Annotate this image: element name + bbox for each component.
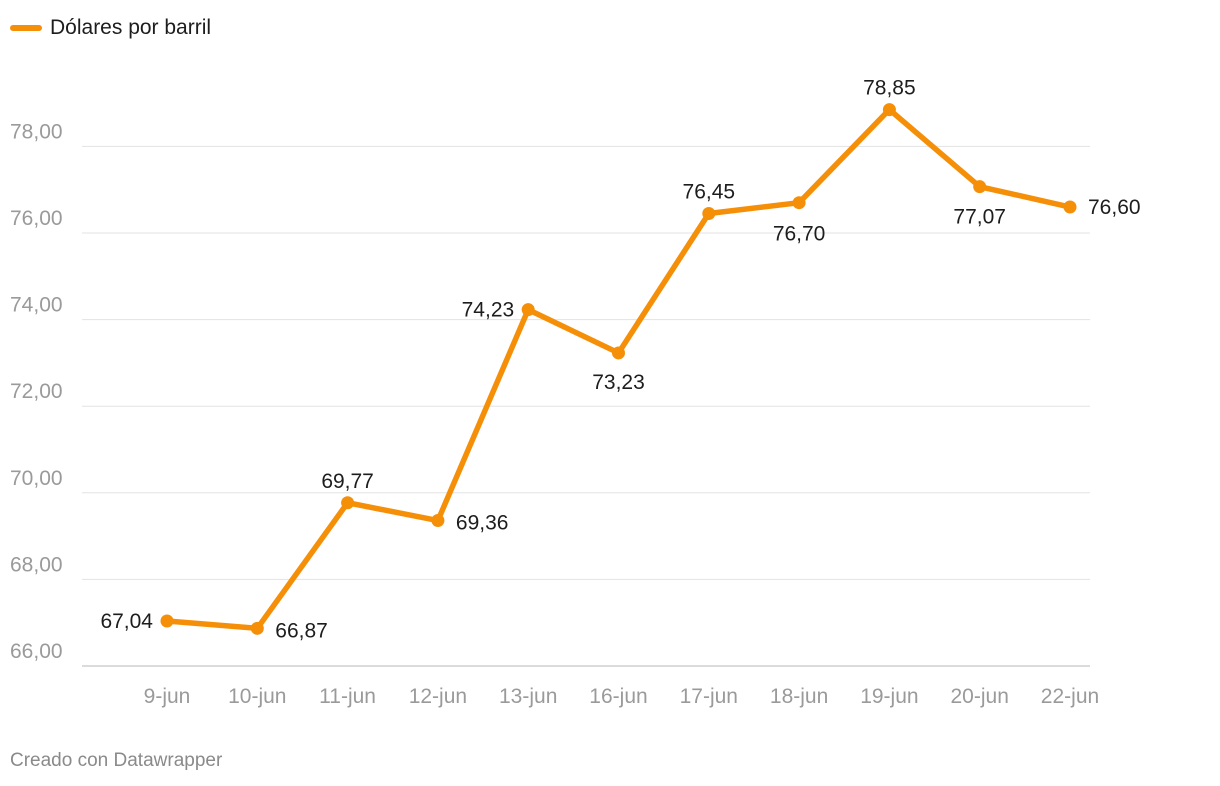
y-tick-label: 66,00 [10, 640, 63, 663]
data-label: 69,36 [456, 512, 509, 535]
data-point [1063, 200, 1077, 214]
y-tick-label: 72,00 [10, 380, 63, 403]
x-tick-label: 20-jun [951, 685, 1009, 708]
data-point [521, 303, 535, 317]
x-tick-label: 12-jun [409, 685, 467, 708]
x-tick-label: 9-jun [144, 685, 191, 708]
x-tick-label: 22-jun [1041, 685, 1099, 708]
data-label: 67,04 [100, 610, 153, 633]
x-tick-label: 19-jun [860, 685, 918, 708]
data-point [792, 196, 806, 210]
legend: Dólares por barril [10, 16, 211, 40]
data-point [160, 614, 174, 628]
y-tick-label: 70,00 [10, 467, 63, 490]
y-tick-label: 78,00 [10, 120, 63, 143]
x-tick-label: 10-jun [228, 685, 286, 708]
data-point [341, 496, 355, 510]
data-label: 73,23 [592, 371, 645, 394]
x-tick-label: 18-jun [770, 685, 828, 708]
y-tick-label: 76,00 [10, 207, 63, 230]
data-label: 74,23 [462, 299, 515, 322]
data-label: 78,85 [863, 77, 916, 100]
x-tick-label: 17-jun [680, 685, 738, 708]
y-tick-label: 74,00 [10, 294, 63, 317]
series-line [164, 106, 1073, 632]
x-tick-label: 16-jun [589, 685, 647, 708]
data-label: 76,60 [1088, 196, 1141, 219]
data-label: 69,77 [321, 470, 374, 493]
data-point [612, 346, 625, 360]
data-point [882, 103, 896, 117]
data-label: 76,70 [773, 223, 826, 246]
data-label: 66,87 [275, 619, 328, 642]
data-label: 76,45 [683, 181, 736, 204]
data-point [973, 180, 987, 194]
legend-swatch [10, 25, 42, 31]
data-point [250, 621, 264, 635]
legend-label: Dólares por barril [50, 16, 212, 39]
data-point [431, 514, 445, 528]
footer-credit: Creado con Datawrapper [10, 750, 223, 771]
data-point [702, 207, 716, 221]
x-tick-label: 11-jun [319, 685, 376, 708]
y-tick-label: 68,00 [10, 553, 63, 576]
data-label: 77,07 [953, 206, 1006, 229]
x-tick-label: 13-jun [499, 685, 557, 708]
